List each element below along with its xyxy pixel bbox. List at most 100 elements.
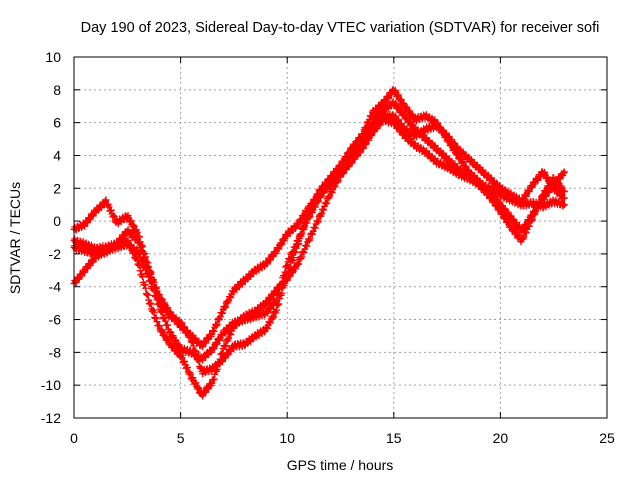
data-point bbox=[269, 302, 277, 310]
data-point bbox=[182, 364, 190, 372]
data-point bbox=[333, 173, 341, 181]
data-point bbox=[222, 303, 230, 311]
data-point bbox=[150, 309, 158, 317]
y-tick-label: -12 bbox=[41, 410, 61, 426]
data-point bbox=[146, 269, 154, 277]
data-point bbox=[177, 353, 185, 361]
data-point bbox=[163, 335, 171, 343]
data-point bbox=[144, 262, 152, 270]
data-point bbox=[269, 253, 277, 261]
series-track-3 bbox=[70, 98, 568, 364]
y-tick-label: -6 bbox=[49, 312, 62, 328]
x-tick-label: 10 bbox=[279, 430, 295, 446]
data-point bbox=[220, 302, 228, 310]
x-tick-label: 0 bbox=[70, 430, 78, 446]
data-point bbox=[81, 222, 89, 230]
data-point bbox=[163, 304, 171, 312]
data-point bbox=[266, 319, 274, 327]
data-point bbox=[528, 217, 536, 225]
data-point bbox=[204, 385, 212, 393]
data-point bbox=[213, 320, 221, 328]
data-point bbox=[487, 193, 495, 201]
data-point bbox=[137, 247, 145, 255]
data-point bbox=[560, 201, 568, 209]
data-point bbox=[400, 110, 408, 118]
data-point bbox=[299, 211, 307, 219]
data-point bbox=[102, 196, 110, 204]
data-point bbox=[305, 204, 313, 212]
data-point bbox=[269, 292, 277, 300]
data-point bbox=[522, 229, 530, 237]
x-tick-label: 15 bbox=[386, 430, 402, 446]
data-point bbox=[188, 375, 196, 383]
data-point bbox=[275, 245, 283, 253]
data-point bbox=[306, 212, 314, 220]
y-tick-label: -10 bbox=[41, 377, 61, 393]
data-point bbox=[246, 336, 254, 344]
data-point bbox=[183, 364, 191, 372]
y-tick-label: 0 bbox=[53, 213, 61, 229]
data-point bbox=[298, 253, 306, 261]
data-point bbox=[83, 265, 91, 273]
data-point bbox=[158, 326, 166, 334]
data-point bbox=[560, 194, 568, 202]
y-tick-label: 8 bbox=[53, 82, 61, 98]
data-point bbox=[138, 246, 146, 254]
data-point bbox=[311, 224, 319, 232]
data-point bbox=[146, 299, 154, 307]
data-point bbox=[522, 191, 530, 199]
data-point bbox=[129, 221, 137, 229]
data-point bbox=[284, 267, 292, 275]
data-point bbox=[292, 244, 300, 252]
data-point bbox=[227, 294, 235, 302]
data-point bbox=[316, 211, 324, 219]
data-point bbox=[123, 213, 131, 221]
y-tick-label: -4 bbox=[49, 279, 62, 295]
data-point bbox=[276, 285, 284, 293]
chart-title: Day 190 of 2023, Sidereal Day-to-day VTE… bbox=[81, 20, 600, 36]
data-point bbox=[110, 212, 118, 220]
data-point bbox=[278, 289, 286, 297]
data-point bbox=[552, 175, 560, 183]
data-point bbox=[324, 193, 332, 201]
data-point bbox=[320, 206, 328, 214]
data-point bbox=[75, 275, 83, 283]
data-point bbox=[178, 354, 186, 362]
data-point bbox=[192, 379, 200, 387]
data-point bbox=[260, 328, 268, 336]
data-point bbox=[227, 331, 235, 339]
data-point bbox=[459, 158, 467, 166]
data-point bbox=[542, 188, 550, 196]
data-point bbox=[509, 225, 517, 233]
data-point bbox=[298, 230, 306, 238]
data-point bbox=[317, 210, 325, 218]
data-point bbox=[104, 202, 112, 210]
data-point bbox=[451, 139, 459, 147]
data-point bbox=[292, 265, 300, 273]
data-point bbox=[133, 228, 141, 236]
data-point bbox=[107, 206, 115, 214]
data-point bbox=[528, 215, 536, 223]
data-point bbox=[212, 322, 220, 330]
data-point bbox=[534, 204, 542, 212]
data-point bbox=[560, 168, 568, 176]
data-point bbox=[158, 295, 166, 303]
data-point bbox=[151, 284, 159, 292]
data-point bbox=[216, 313, 224, 321]
data-point bbox=[153, 287, 161, 295]
data-point bbox=[286, 255, 294, 263]
data-point bbox=[303, 219, 311, 227]
data-point bbox=[172, 336, 180, 344]
y-axis-label: SDTVAR / TECUs bbox=[7, 182, 23, 294]
data-point bbox=[164, 335, 172, 343]
data-point bbox=[277, 241, 285, 249]
series-track-4 bbox=[70, 110, 568, 351]
data-point bbox=[303, 242, 311, 250]
data-point bbox=[520, 233, 528, 241]
data-point bbox=[225, 334, 233, 342]
data-point bbox=[394, 116, 402, 124]
plot-frame bbox=[73, 56, 608, 419]
data-point bbox=[172, 315, 180, 323]
data-point bbox=[263, 325, 271, 333]
data-point bbox=[278, 279, 286, 287]
